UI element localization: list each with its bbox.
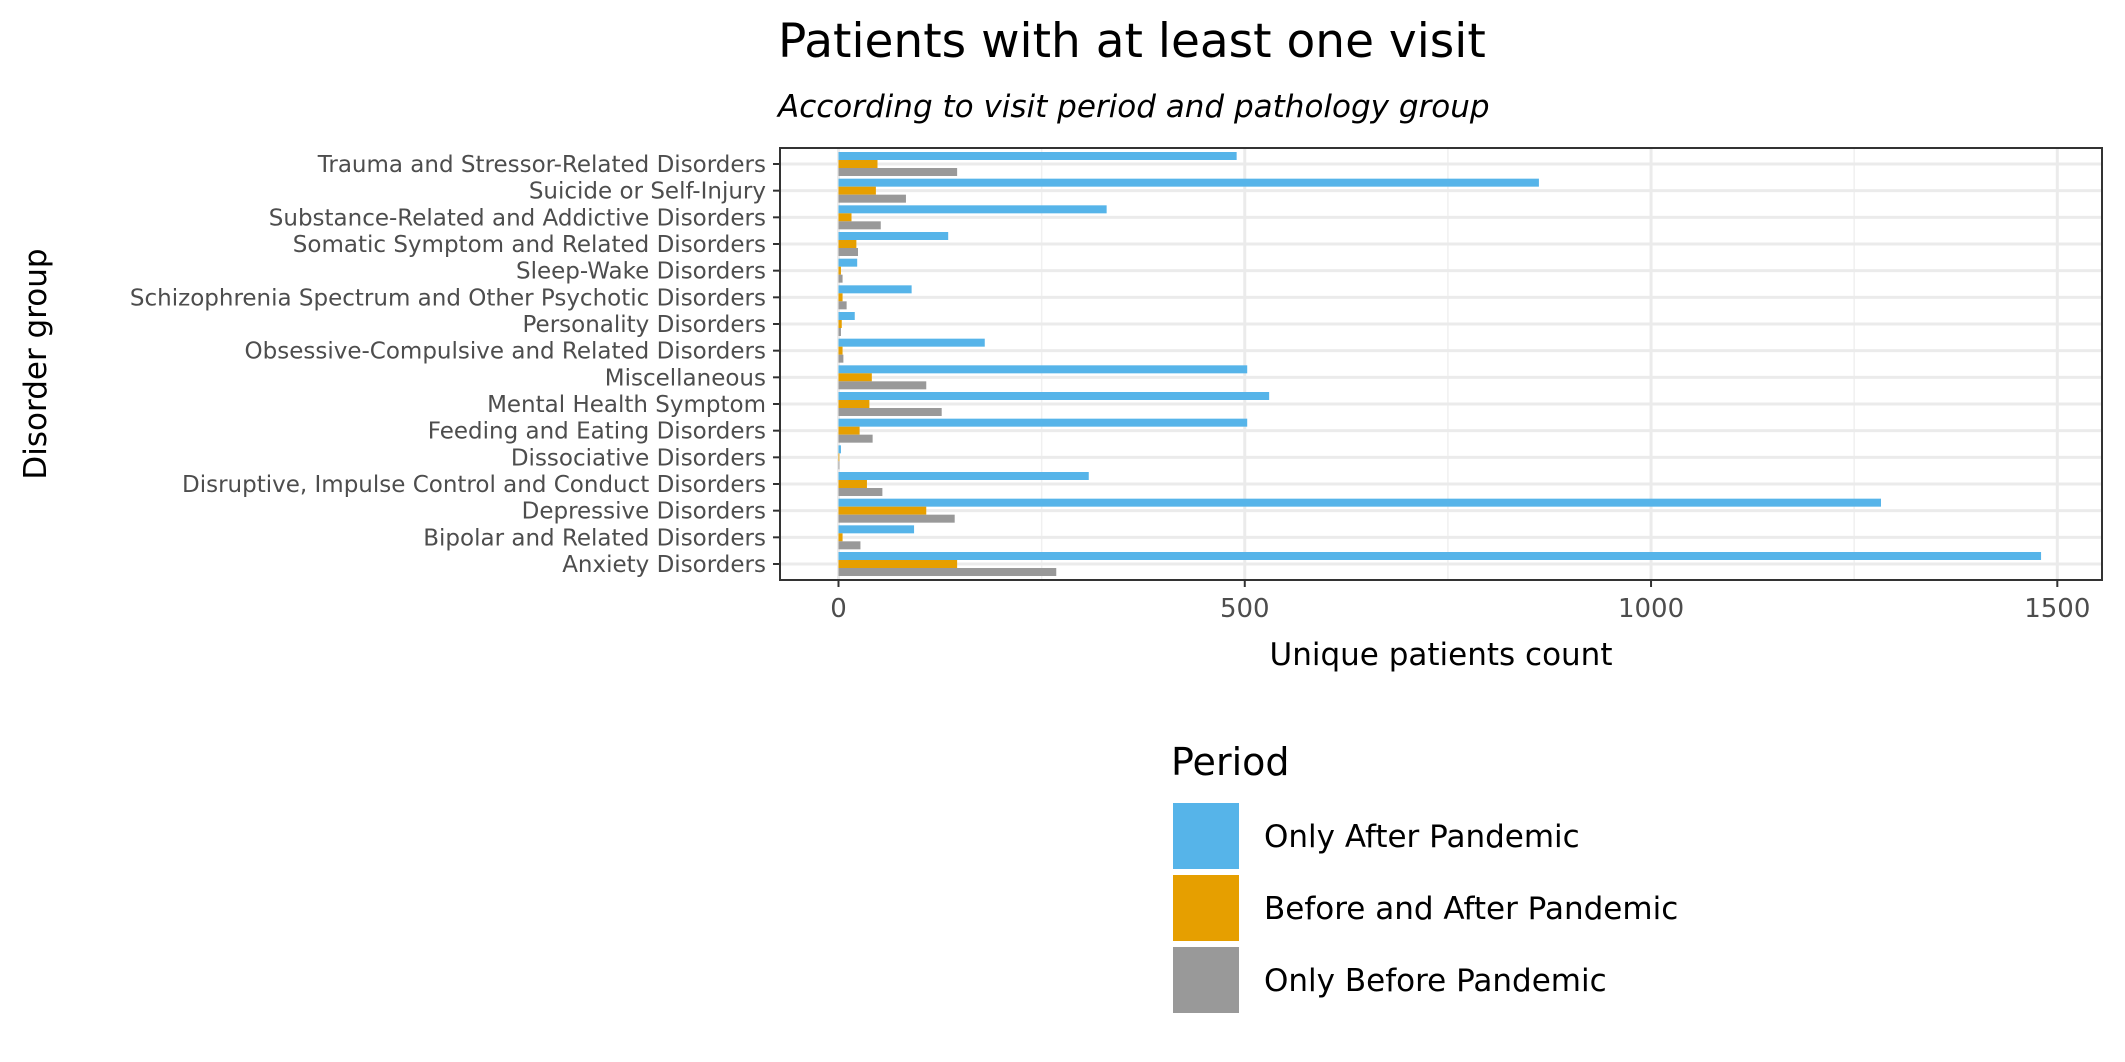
legend-label: Only After Pandemic [1264,819,1580,855]
bar [838,232,949,240]
y-tick-label: Anxiety Disorders [562,552,766,578]
legend-items: Only After Pandemic Before and After Pand… [1173,803,1678,1013]
bar [838,434,873,443]
bar [838,408,942,416]
bar [838,541,861,550]
bar [838,354,844,363]
bar [838,178,1539,187]
bar [838,453,840,462]
x-tick-label: 1500 [2024,594,2090,624]
bar [838,560,958,568]
y-tick-label: Schizophrenia Spectrum and Other Psychot… [130,285,766,311]
y-tick-label: Depressive Disorders [522,499,766,525]
bar [838,248,859,256]
y-tick-label: Bipolar and Related Disorders [423,525,766,551]
bar [838,285,912,294]
legend: Period Only After Pandemic Before and Aft… [1171,740,1678,1013]
legend-label: Only Before Pandemic [1264,963,1607,999]
y-axis-title: Disorder group [18,248,54,479]
bar [838,373,872,382]
bar [838,533,843,542]
y-tick-label: Feeding and Eating Disorders [428,419,766,445]
bars [838,152,2042,576]
bar [838,426,860,435]
bar [838,418,1248,427]
y-tick-label: Somatic Symptom and Related Disorders [293,232,766,258]
legend-title: Period [1171,740,1290,784]
y-tick-label: Sleep-Wake Disorders [516,259,766,285]
plot-background [780,148,2102,580]
bar [838,240,857,248]
y-tick-label: Personality Disorders [523,312,767,338]
bar [838,498,1881,507]
bar [838,205,1107,214]
major-gridlines [780,148,2102,580]
bar [838,293,843,302]
bar [838,506,927,515]
bar [838,328,841,336]
y-tick-label: Disruptive, Impulse Control and Conduct … [182,472,766,498]
y-tick-label: Miscellaneous [605,365,766,391]
bar [838,365,1248,374]
bar [838,194,906,203]
bar [838,381,927,390]
bar [838,346,843,355]
y-axis: Trauma and Stressor-Related DisordersSui… [130,152,780,578]
bar [838,312,855,320]
y-tick-label: Trauma and Stressor-Related Disorders [317,152,766,178]
bar [838,461,840,470]
legend-key [1173,803,1239,869]
minor-gridlines [1040,148,1855,580]
bar [838,258,858,267]
x-tick-label: 0 [830,594,847,624]
x-axis-title: Unique patients count [1270,637,1613,673]
bar [838,445,841,454]
bar [838,213,852,222]
y-tick-label: Dissociative Disorders [511,445,766,471]
bar [838,525,915,534]
x-tick-label: 500 [1220,594,1270,624]
bar [838,514,955,523]
bar [838,274,843,283]
bar [838,488,883,496]
bar [838,186,876,195]
bar [838,392,1270,400]
x-tick-label: 1000 [1618,594,1684,624]
x-axis: 0 500 1000 1500 [830,580,2090,624]
y-tick-label: Obsessive-Compulsive and Related Disorde… [245,339,766,365]
bar [838,152,1237,160]
y-tick-label: Suicide or Self-Injury [529,179,766,205]
bar [838,480,867,488]
bar [838,221,881,230]
bar [838,320,842,328]
bar [838,338,985,347]
bar [838,400,870,408]
bar [838,552,2042,560]
legend-label: Before and After Pandemic [1264,891,1678,927]
bar [838,472,1089,480]
bar [838,266,841,275]
bar [838,568,1057,576]
plot-panel-border [779,147,2103,581]
bar [838,160,878,168]
y-tick-label: Substance-Related and Addictive Disorder… [269,205,766,231]
chart-subtitle: According to visit period and pathology … [776,89,1490,125]
legend-key [1173,875,1239,941]
bar [838,168,958,176]
bar [838,301,847,310]
chart-title: Patients with at least one visit [778,14,1486,69]
y-tick-label: Mental Health Symptom [487,392,766,418]
legend-key [1173,947,1239,1013]
